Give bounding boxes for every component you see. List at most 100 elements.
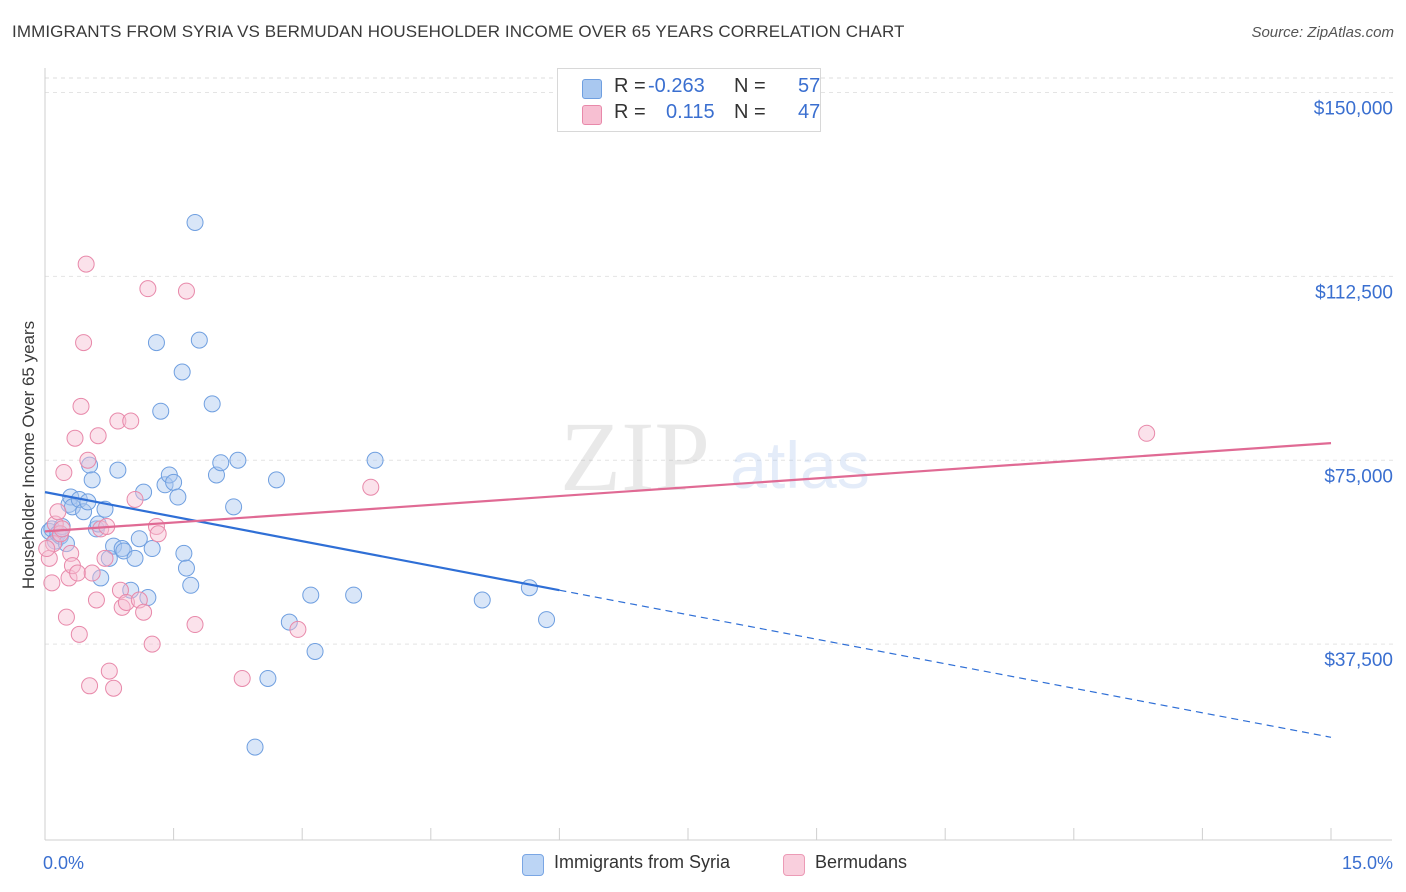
point-syria bbox=[520, 579, 538, 597]
point-syria bbox=[186, 213, 204, 231]
point-syria bbox=[175, 544, 193, 562]
point-syria bbox=[302, 586, 320, 604]
watermark: ZIP atlas bbox=[560, 401, 870, 512]
legend-label-syria: Immigrants from Syria bbox=[554, 852, 731, 872]
point-bermudans bbox=[109, 412, 127, 430]
point-bermudans bbox=[143, 635, 161, 653]
r-label: R = bbox=[614, 101, 646, 123]
point-bermudans bbox=[362, 478, 380, 496]
point-bermudans bbox=[75, 334, 93, 352]
point-bermudans bbox=[96, 549, 114, 567]
point-bermudans bbox=[70, 625, 88, 643]
point-syria bbox=[126, 549, 144, 567]
trend-lines bbox=[44, 441, 1332, 738]
watermark-atlas: atlas bbox=[730, 428, 869, 502]
point-bermudans bbox=[83, 564, 101, 582]
data-points bbox=[38, 213, 1156, 756]
legend-label-bermudans: Bermudans bbox=[815, 852, 908, 872]
point-bermudans bbox=[49, 503, 67, 521]
source-label: Source: ZipAtlas.com bbox=[1251, 24, 1394, 41]
point-syria bbox=[280, 613, 298, 631]
point-bermudans bbox=[55, 464, 73, 482]
point-syria bbox=[267, 471, 285, 489]
point-bermudans bbox=[43, 574, 61, 592]
point-bermudans bbox=[289, 620, 307, 638]
point-syria bbox=[259, 669, 277, 687]
point-bermudans bbox=[117, 593, 135, 611]
point-bermudans bbox=[100, 662, 118, 680]
point-syria bbox=[169, 488, 187, 506]
point-syria bbox=[182, 576, 200, 594]
point-syria bbox=[130, 530, 148, 548]
point-bermudans bbox=[62, 544, 80, 562]
point-bermudans bbox=[89, 427, 107, 445]
point-syria bbox=[113, 540, 131, 558]
point-syria bbox=[75, 503, 93, 521]
point-syria bbox=[135, 483, 153, 501]
point-syria bbox=[203, 395, 221, 413]
axes bbox=[44, 68, 1392, 841]
point-syria bbox=[225, 498, 243, 516]
n-value: 57 bbox=[798, 75, 821, 97]
point-syria bbox=[538, 611, 556, 629]
x-tick-label-min: 0.0% bbox=[43, 853, 84, 873]
x-tick-label-max: 15.0% bbox=[1342, 853, 1393, 873]
point-syria bbox=[366, 451, 384, 469]
gridlines bbox=[45, 77, 1395, 645]
point-bermudans bbox=[77, 255, 95, 273]
chart-title: IMMIGRANTS FROM SYRIA VS BERMUDAN HOUSEH… bbox=[12, 22, 905, 41]
stat-swatch-bermudans bbox=[582, 105, 602, 125]
point-syria bbox=[177, 559, 195, 577]
point-bermudans bbox=[105, 679, 123, 697]
point-syria bbox=[173, 363, 191, 381]
point-bermudans bbox=[87, 591, 105, 609]
stat-swatch-syria bbox=[582, 79, 602, 99]
n-value: 47 bbox=[798, 101, 821, 123]
point-bermudans bbox=[66, 429, 84, 447]
trend-line-syria-extension bbox=[559, 589, 1332, 738]
point-syria bbox=[165, 473, 183, 491]
point-bermudans bbox=[126, 490, 144, 508]
r-value: -0.263 bbox=[648, 75, 705, 97]
point-bermudans bbox=[1138, 424, 1156, 442]
y-tick-label: $150,000 bbox=[1314, 99, 1393, 120]
point-syria bbox=[473, 591, 491, 609]
n-label: N = bbox=[734, 101, 766, 123]
point-syria bbox=[83, 471, 101, 489]
point-syria bbox=[212, 454, 230, 472]
point-bermudans bbox=[38, 540, 56, 558]
point-syria bbox=[143, 540, 161, 558]
point-bermudans bbox=[233, 669, 251, 687]
trend-line-syria bbox=[44, 491, 560, 592]
point-bermudans bbox=[79, 451, 97, 469]
point-syria bbox=[92, 569, 110, 587]
point-bermudans bbox=[135, 603, 153, 621]
tick-labels: $37,500 $75,000 $112,500 $150,000 0.0% 15.0% bbox=[43, 99, 1393, 873]
point-bermudans bbox=[122, 412, 140, 430]
point-syria bbox=[147, 334, 165, 352]
r-label: R = bbox=[614, 75, 646, 97]
point-syria bbox=[246, 738, 264, 756]
point-bermudans bbox=[72, 397, 90, 415]
trend-line-bermudans bbox=[44, 441, 1332, 533]
point-bermudans bbox=[81, 677, 99, 695]
n-label: N = bbox=[734, 75, 766, 97]
legend-swatch-bermudans bbox=[783, 854, 805, 876]
point-bermudans bbox=[186, 616, 204, 634]
point-bermudans bbox=[69, 564, 87, 582]
point-bermudans bbox=[57, 608, 75, 626]
point-syria bbox=[109, 461, 127, 479]
correlation-stats-box: R = -0.263 N = 57 R = 0.115 N = 47 bbox=[557, 68, 821, 132]
y-tick-label: $112,500 bbox=[1315, 282, 1393, 303]
point-syria bbox=[345, 586, 363, 604]
point-syria bbox=[152, 402, 170, 420]
y-tick-label: $75,000 bbox=[1324, 466, 1393, 487]
y-tick-label: $37,500 bbox=[1324, 650, 1393, 671]
r-value: 0.115 bbox=[666, 101, 715, 123]
point-syria bbox=[190, 331, 208, 349]
point-bermudans bbox=[149, 525, 167, 543]
point-syria bbox=[229, 451, 247, 469]
point-bermudans bbox=[139, 280, 157, 298]
point-bermudans bbox=[177, 282, 195, 300]
